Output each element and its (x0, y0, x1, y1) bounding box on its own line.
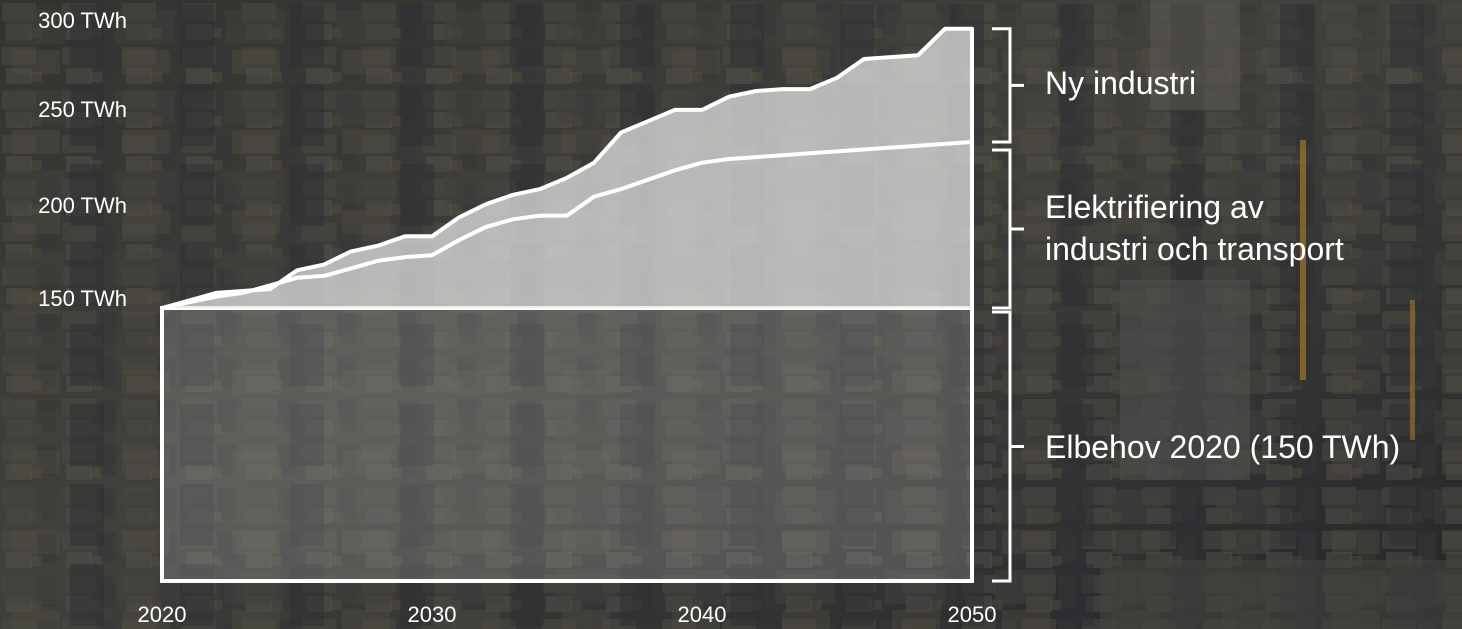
y-tick-label: 200 TWh (38, 193, 127, 218)
bracket-ny-industri (992, 27, 1024, 144)
growth-area-fill (162, 28, 972, 309)
x-tick-label: 2040 (678, 602, 727, 627)
y-tick-label: 300 TWh (38, 8, 127, 33)
x-tick-label: 2030 (408, 602, 457, 627)
series-line-elektrifiering (160, 140, 974, 310)
bracket-elbehov-2020 (992, 310, 1024, 583)
base-demand-block (160, 306, 974, 583)
x-tick-label: 2050 (948, 602, 997, 627)
y-tick-label: 150 TWh (38, 286, 127, 311)
annotation-elbehov-2020: Elbehov 2020 (150 TWh) (1045, 429, 1400, 465)
bracket-elektrifiering (992, 148, 1024, 310)
y-tick-label: 250 TWh (38, 97, 127, 122)
annotation-elektrifiering-line1: Elektrifiering av (1045, 189, 1264, 225)
annotation-ny-industri: Ny industri (1045, 65, 1196, 101)
x-tick-label: 2020 (138, 602, 187, 627)
annotation-elektrifiering-line2: industri och transport (1045, 231, 1344, 267)
series-line-ny-industri (160, 26, 974, 310)
